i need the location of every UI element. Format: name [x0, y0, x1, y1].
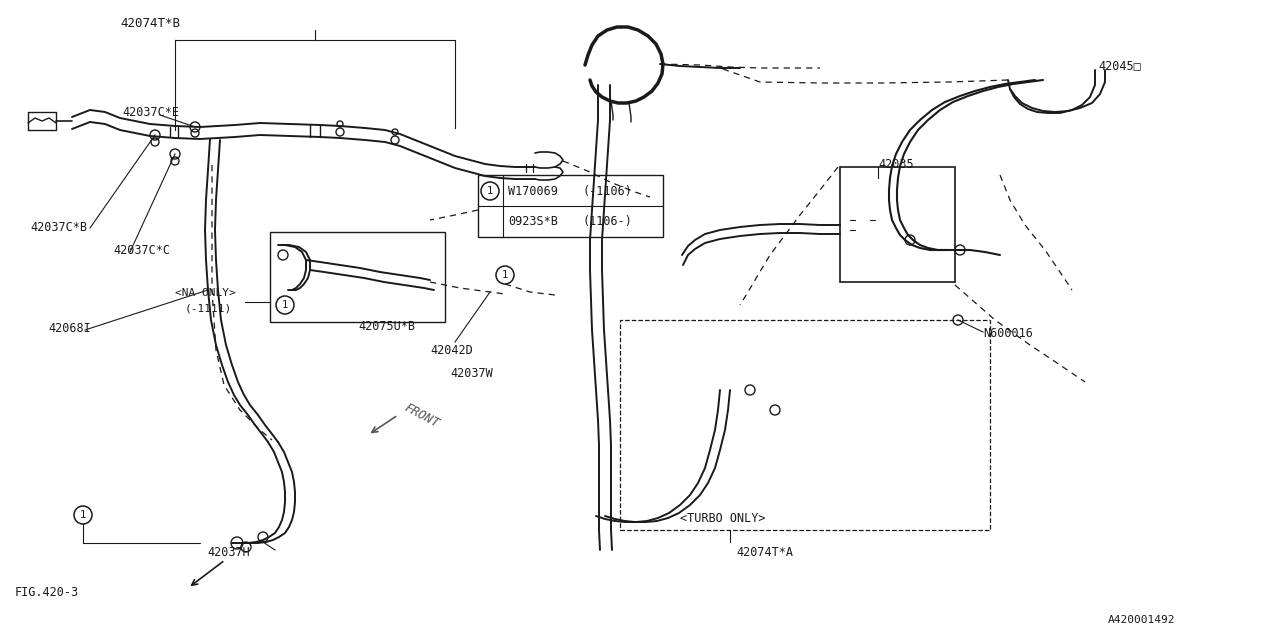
Text: FRONT: FRONT	[402, 401, 442, 430]
Text: 1: 1	[502, 270, 508, 280]
Bar	[840, 167, 955, 282]
Text: 42042D: 42042D	[430, 344, 472, 356]
Text: FIG.420-3: FIG.420-3	[15, 586, 79, 598]
Bar	[270, 232, 445, 322]
Text: A420001492: A420001492	[1107, 615, 1175, 625]
Text: <NA ONLY>: <NA ONLY>	[175, 288, 236, 298]
Text: 42074T*A: 42074T*A	[736, 547, 794, 559]
Text: 1: 1	[282, 300, 288, 310]
Text: 0923S*B: 0923S*B	[508, 214, 558, 227]
Text: 42074T*B: 42074T*B	[120, 17, 180, 29]
Text: 42045□: 42045□	[1098, 60, 1140, 72]
Text: 42075U*B: 42075U*B	[358, 319, 415, 333]
Text: 42037C*B: 42037C*B	[29, 221, 87, 234]
Text: 1: 1	[79, 510, 86, 520]
Text: (1106-): (1106-)	[582, 214, 632, 227]
Text: 42037W: 42037W	[451, 367, 493, 380]
Text: (-1106): (-1106)	[582, 184, 632, 198]
Text: 42068I: 42068I	[49, 321, 91, 335]
Text: N600016: N600016	[983, 326, 1033, 339]
Text: 1: 1	[486, 186, 493, 196]
Bar	[620, 320, 989, 530]
Text: 42037H: 42037H	[207, 545, 250, 559]
Text: 42037C*E: 42037C*E	[122, 106, 179, 118]
Text: (-1111): (-1111)	[186, 303, 232, 313]
Text: <TURBO ONLY>: <TURBO ONLY>	[680, 511, 765, 525]
Text: W170069: W170069	[508, 184, 558, 198]
Bar	[477, 175, 663, 237]
Text: 42037C*C: 42037C*C	[113, 243, 170, 257]
Text: 42035: 42035	[878, 157, 914, 170]
